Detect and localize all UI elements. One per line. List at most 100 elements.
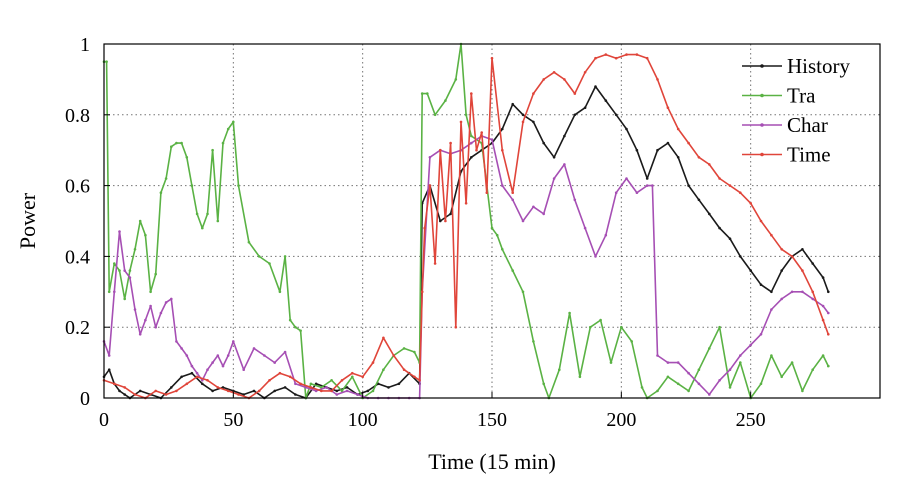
data-point-history (397, 382, 401, 386)
data-point-char (625, 177, 628, 180)
legend: History Tra Char Time (742, 54, 851, 167)
data-point-tra (501, 248, 504, 251)
data-point-char (195, 371, 199, 375)
series-line-time (103, 53, 830, 399)
data-point-time (123, 386, 126, 389)
x-tick-label: 150 (477, 409, 507, 431)
x-tick-label: 100 (348, 409, 378, 431)
data-point-history (573, 113, 577, 117)
data-point-time (216, 386, 220, 389)
data-point-tra (640, 386, 644, 389)
data-point-tra (123, 297, 126, 301)
data-point-char (164, 301, 168, 304)
data-point-history (604, 99, 608, 102)
data-point-tra (656, 389, 659, 393)
data-point-char (263, 354, 266, 357)
legend-label-history: History (787, 54, 851, 78)
data-point-time (454, 325, 458, 329)
data-point-char (273, 361, 277, 364)
y-tick-label: 0.8 (65, 105, 90, 127)
data-point-tra (811, 368, 814, 372)
data-point-time (278, 371, 282, 375)
data-point-tra (237, 184, 240, 187)
data-point-time (749, 202, 752, 205)
data-point-history (542, 141, 545, 145)
data-point-char (118, 230, 121, 233)
x-axis-ticks: 0 50 100 150 200 250 (99, 392, 766, 431)
data-point-char (283, 350, 287, 354)
data-point-history (801, 248, 804, 251)
y-axis-ticks: 0 0.2 0.4 0.6 0.8 1 (65, 34, 110, 410)
data-point-time (420, 290, 424, 294)
data-point-time (402, 368, 406, 372)
data-point-tra (827, 364, 830, 368)
data-point-tra (521, 290, 525, 294)
data-point-tra (288, 318, 292, 322)
legend-marker-char (760, 123, 764, 127)
series-line-char (103, 135, 829, 399)
x-axis-title: Time (15 min) (428, 449, 556, 474)
data-point-time (604, 53, 608, 56)
data-point-char (811, 297, 814, 301)
data-point-time (320, 389, 323, 393)
data-point-tra (426, 92, 429, 95)
data-point-time (309, 386, 313, 389)
data-point-history (718, 226, 721, 230)
data-point-char (542, 212, 545, 216)
data-point-history (138, 389, 142, 393)
data-point-time (330, 389, 333, 393)
data-point-history (511, 102, 514, 106)
y-tick-label: 0.4 (65, 246, 90, 268)
data-point-time (113, 382, 116, 386)
data-point-time (827, 333, 830, 336)
data-point-tra (780, 375, 783, 379)
data-point-char (635, 191, 639, 194)
data-point-history (366, 389, 370, 393)
data-point-char (190, 364, 194, 368)
data-point-time (413, 375, 416, 379)
data-point-char (708, 393, 711, 396)
data-point-time (480, 131, 484, 134)
data-point-char (216, 354, 220, 357)
data-point-time (532, 92, 535, 95)
data-point-history (583, 106, 587, 109)
data-point-tra (708, 347, 711, 350)
data-point-tra (578, 375, 582, 379)
data-point-history (708, 212, 711, 216)
data-point-char (563, 163, 566, 166)
x-tick-label: 200 (606, 409, 636, 431)
data-point-char (770, 308, 773, 311)
x-tick-label: 250 (736, 409, 766, 431)
data-point-tra (170, 145, 173, 148)
legend-marker-history (760, 64, 764, 68)
y-tick-label: 0.2 (65, 317, 90, 339)
data-point-history (563, 134, 566, 138)
data-point-time (340, 379, 344, 382)
data-point-history (759, 283, 763, 287)
x-tick-label: 0 (99, 409, 109, 431)
data-point-char (252, 347, 256, 350)
data-point-char (428, 156, 432, 159)
data-point-time (206, 379, 209, 382)
data-point-history (594, 85, 597, 88)
data-point-tra (413, 350, 416, 354)
data-point-char (532, 205, 535, 209)
data-point-char (780, 297, 783, 301)
data-point-time (697, 156, 701, 159)
data-point-tra (676, 382, 680, 386)
data-point-time (583, 71, 587, 74)
data-point-char (226, 354, 230, 357)
data-point-tra (278, 290, 282, 294)
data-point-tra (257, 255, 261, 258)
grid-lines (104, 44, 880, 398)
data-point-char (345, 389, 349, 393)
data-point-time (801, 269, 804, 272)
data-point-char (470, 141, 473, 145)
data-point-tra (770, 354, 773, 357)
data-point-time (133, 393, 137, 396)
data-point-char (175, 340, 178, 343)
data-point-history (687, 184, 690, 187)
data-point-tra (247, 240, 251, 244)
data-point-tra (739, 361, 742, 364)
data-point-tra (382, 368, 385, 372)
